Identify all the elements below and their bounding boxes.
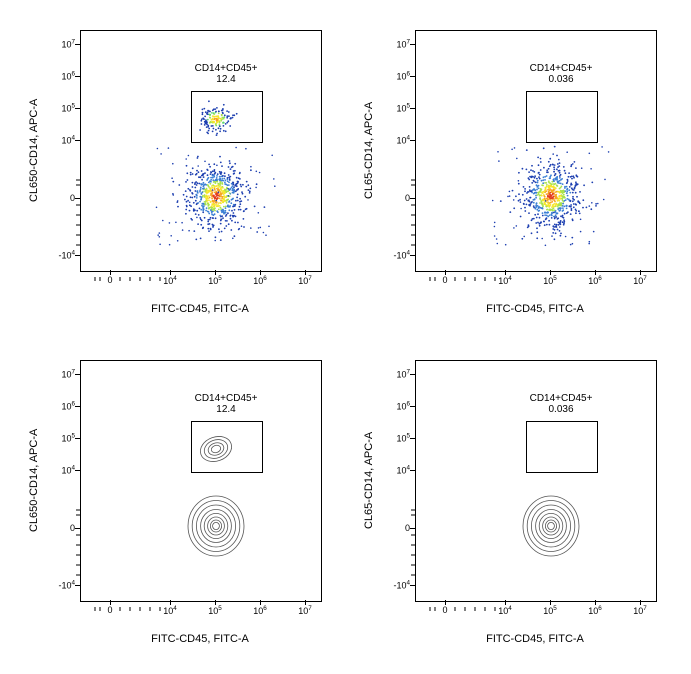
plot-area: CD14+CD45+0.036: [415, 360, 657, 602]
y-tick-label: 106: [380, 401, 410, 412]
y-minor-ticks: [74, 30, 80, 275]
facs-panel-bottom-right: CD14+CD45+0.036 FITC-CD45, FITC-A CL65-CD1…: [355, 350, 665, 650]
y-tick-label: 106: [45, 71, 75, 82]
y-tick-label: 104: [380, 135, 410, 146]
y-tick-label: 0: [45, 193, 75, 203]
y-tick-label: 107: [45, 369, 75, 380]
gate-box: [191, 91, 263, 143]
y-tick-label: 107: [380, 39, 410, 50]
y-axis-label: CL650-CD14, APC-A: [28, 30, 42, 270]
y-tick-label: 106: [45, 401, 75, 412]
x-axis-label: FITC-CD45, FITC-A: [415, 303, 655, 315]
y-tick-label: 105: [380, 433, 410, 444]
x-minor-ticks: [415, 270, 655, 288]
y-tick-label: 105: [45, 103, 75, 114]
y-tick-label: 0: [45, 523, 75, 533]
y-tick-label: 106: [380, 71, 410, 82]
facs-panel-top-left: CD14+CD45+12.4 FITC-CD45, FITC-A CL650-CD1…: [20, 20, 330, 320]
y-tick-label: 104: [380, 465, 410, 476]
y-axis-label: CL65-CD14, APC-A: [363, 30, 377, 270]
y-tick-label: 107: [380, 369, 410, 380]
gate-name: CD14+CD45+: [530, 393, 593, 404]
y-tick-label: 105: [380, 103, 410, 114]
x-axis-label: FITC-CD45, FITC-A: [80, 633, 320, 645]
facs-panel-bottom-left: CD14+CD45+12.4 FITC-CD45, FITC-A CL650-CD1…: [20, 350, 330, 650]
y-tick-label: -104: [45, 250, 75, 261]
x-axis-label: FITC-CD45, FITC-A: [80, 303, 320, 315]
gate-percent: 0.036: [548, 74, 573, 85]
x-minor-ticks: [80, 600, 320, 618]
plot-area: CD14+CD45+12.4: [80, 360, 322, 602]
y-minor-ticks: [409, 360, 415, 605]
x-minor-ticks: [80, 270, 320, 288]
y-tick-label: 0: [380, 193, 410, 203]
plot-area: CD14+CD45+12.4: [80, 30, 322, 272]
gate-label: CD14+CD45+12.4: [186, 393, 266, 415]
y-minor-ticks: [74, 360, 80, 605]
gate-box: [191, 421, 263, 473]
gate-label: CD14+CD45+0.036: [521, 63, 601, 85]
gate-name: CD14+CD45+: [195, 393, 258, 404]
gate-name: CD14+CD45+: [530, 63, 593, 74]
gate-percent: 12.4: [216, 404, 235, 415]
plot-area: CD14+CD45+0.036: [415, 30, 657, 272]
y-tick-label: 105: [45, 433, 75, 444]
y-tick-label: -104: [380, 250, 410, 261]
y-tick-label: 104: [45, 135, 75, 146]
y-axis-label: CL65-CD14, APC-A: [363, 360, 377, 600]
x-minor-ticks: [415, 600, 655, 618]
y-tick-label: 0: [380, 523, 410, 533]
facs-panel-top-right: CD14+CD45+0.036 FITC-CD45, FITC-A CL65-CD1…: [355, 20, 665, 320]
gate-box: [526, 421, 598, 473]
y-minor-ticks: [409, 30, 415, 275]
y-axis-label: CL650-CD14, APC-A: [28, 360, 42, 600]
gate-name: CD14+CD45+: [195, 63, 258, 74]
y-tick-label: 107: [45, 39, 75, 50]
gate-percent: 12.4: [216, 74, 235, 85]
gate-label: CD14+CD45+0.036: [521, 393, 601, 415]
y-tick-label: 104: [45, 465, 75, 476]
facs-grid: CD14+CD45+12.4FITC-CD45, FITC-ACL650-CD1…: [0, 0, 691, 674]
gate-percent: 0.036: [548, 404, 573, 415]
y-tick-label: -104: [380, 580, 410, 591]
y-tick-label: -104: [45, 580, 75, 591]
x-axis-label: FITC-CD45, FITC-A: [415, 633, 655, 645]
gate-label: CD14+CD45+12.4: [186, 63, 266, 85]
gate-box: [526, 91, 598, 143]
